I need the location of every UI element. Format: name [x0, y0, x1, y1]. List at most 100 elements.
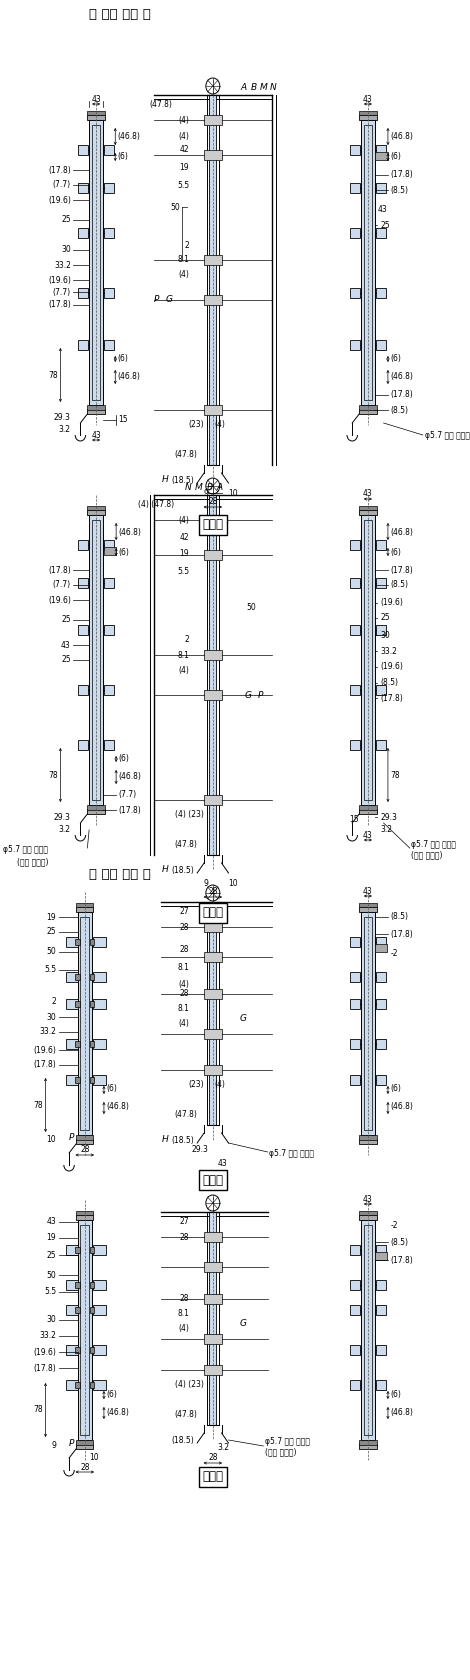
- Text: 43: 43: [363, 887, 373, 895]
- Bar: [204, 405, 221, 415]
- Bar: [350, 539, 360, 549]
- Text: (4): (4): [179, 116, 189, 124]
- Bar: [350, 578, 360, 588]
- Bar: [75, 1001, 79, 1006]
- Bar: [376, 539, 386, 549]
- Bar: [359, 810, 376, 815]
- Text: (4): (4): [179, 979, 189, 988]
- Text: 3.2: 3.2: [59, 825, 71, 835]
- Bar: [92, 124, 101, 400]
- Text: (18.5): (18.5): [171, 1435, 194, 1445]
- Text: 9: 9: [204, 879, 209, 887]
- Text: (4): (4): [179, 1020, 189, 1028]
- Text: 50: 50: [170, 203, 180, 212]
- Bar: [104, 685, 114, 696]
- Bar: [350, 1075, 360, 1085]
- Text: 28: 28: [80, 1146, 89, 1154]
- Text: (17.8): (17.8): [48, 166, 71, 175]
- Bar: [75, 974, 79, 979]
- Text: 8.1: 8.1: [178, 963, 189, 971]
- Text: (17.8): (17.8): [33, 1364, 56, 1373]
- Bar: [80, 917, 89, 1131]
- Bar: [209, 1211, 216, 1425]
- Bar: [75, 1347, 79, 1352]
- Text: (46.8): (46.8): [118, 133, 141, 141]
- Text: (6): (6): [119, 754, 130, 763]
- Text: (8.5): (8.5): [380, 679, 398, 687]
- Bar: [376, 1038, 386, 1048]
- Text: 33.2: 33.2: [39, 1332, 56, 1341]
- Bar: [94, 1280, 106, 1290]
- Text: 28: 28: [80, 1463, 89, 1472]
- Text: (47.8): (47.8): [174, 450, 197, 460]
- Text: 19: 19: [180, 548, 189, 558]
- Text: 25: 25: [61, 215, 71, 225]
- Bar: [204, 1262, 221, 1272]
- Bar: [76, 1136, 94, 1141]
- Text: 8.1: 8.1: [178, 650, 189, 660]
- Text: (46.8): (46.8): [391, 1102, 414, 1112]
- Text: (7.7): (7.7): [53, 581, 71, 590]
- Text: 28: 28: [180, 990, 189, 998]
- Text: 42: 42: [180, 146, 189, 155]
- Bar: [78, 339, 88, 349]
- Bar: [359, 1440, 376, 1445]
- Bar: [94, 1000, 106, 1010]
- Text: (19.6): (19.6): [33, 1347, 56, 1356]
- Bar: [350, 1379, 360, 1389]
- Text: (23): (23): [188, 420, 204, 430]
- Text: (17.8): (17.8): [48, 566, 71, 575]
- Text: 28: 28: [180, 922, 189, 931]
- Bar: [350, 287, 360, 297]
- Text: A: A: [217, 482, 223, 492]
- Text: 8.1: 8.1: [178, 255, 189, 264]
- Bar: [209, 902, 216, 1126]
- Bar: [94, 937, 106, 948]
- Bar: [104, 144, 114, 155]
- Text: N: N: [270, 82, 276, 91]
- Text: (18.5): (18.5): [171, 865, 194, 875]
- Bar: [350, 1038, 360, 1048]
- Text: 〈 측면 설치 〉: 〈 측면 설치 〉: [89, 869, 151, 882]
- Bar: [66, 1280, 78, 1290]
- Text: 5.5: 5.5: [177, 180, 189, 190]
- Text: 25: 25: [380, 613, 390, 623]
- Bar: [350, 1280, 360, 1290]
- Text: φ5.7 회색 케이블: φ5.7 회색 케이블: [269, 1149, 314, 1158]
- Bar: [90, 1347, 94, 1352]
- Bar: [94, 973, 106, 983]
- Text: (19.6): (19.6): [48, 195, 71, 205]
- Text: B: B: [206, 482, 212, 492]
- Text: 19: 19: [47, 912, 56, 922]
- Bar: [78, 739, 88, 749]
- Text: (육각 풀너트): (육각 풀너트): [16, 857, 48, 867]
- Bar: [376, 685, 386, 696]
- Text: (17.8): (17.8): [391, 390, 413, 400]
- Bar: [78, 1220, 92, 1440]
- Bar: [375, 1252, 387, 1260]
- Text: (4): (4): [179, 133, 189, 141]
- Text: (6): (6): [118, 153, 129, 161]
- Text: 5.5: 5.5: [44, 1287, 56, 1297]
- Bar: [350, 1245, 360, 1255]
- Text: (4): (4): [215, 420, 226, 430]
- Text: P: P: [69, 1134, 74, 1142]
- Bar: [376, 287, 386, 297]
- Bar: [363, 1225, 372, 1435]
- Bar: [76, 904, 94, 907]
- Text: 3.2: 3.2: [380, 825, 392, 835]
- Bar: [75, 1247, 79, 1253]
- Text: (46.8): (46.8): [119, 773, 141, 781]
- Text: (6): (6): [107, 1389, 118, 1398]
- Bar: [359, 1445, 376, 1448]
- Text: 25: 25: [61, 655, 71, 665]
- Text: 27: 27: [180, 1218, 189, 1226]
- Text: (7.7): (7.7): [53, 180, 71, 190]
- Text: 30: 30: [61, 245, 71, 254]
- Text: 50: 50: [46, 1270, 56, 1280]
- Bar: [204, 1231, 221, 1242]
- Text: (46.8): (46.8): [391, 373, 414, 381]
- Text: (17.8): (17.8): [380, 694, 403, 702]
- Bar: [204, 1294, 221, 1304]
- Bar: [204, 296, 221, 306]
